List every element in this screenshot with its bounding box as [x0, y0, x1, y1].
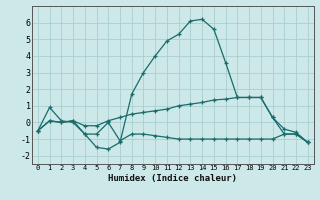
X-axis label: Humidex (Indice chaleur): Humidex (Indice chaleur): [108, 174, 237, 183]
